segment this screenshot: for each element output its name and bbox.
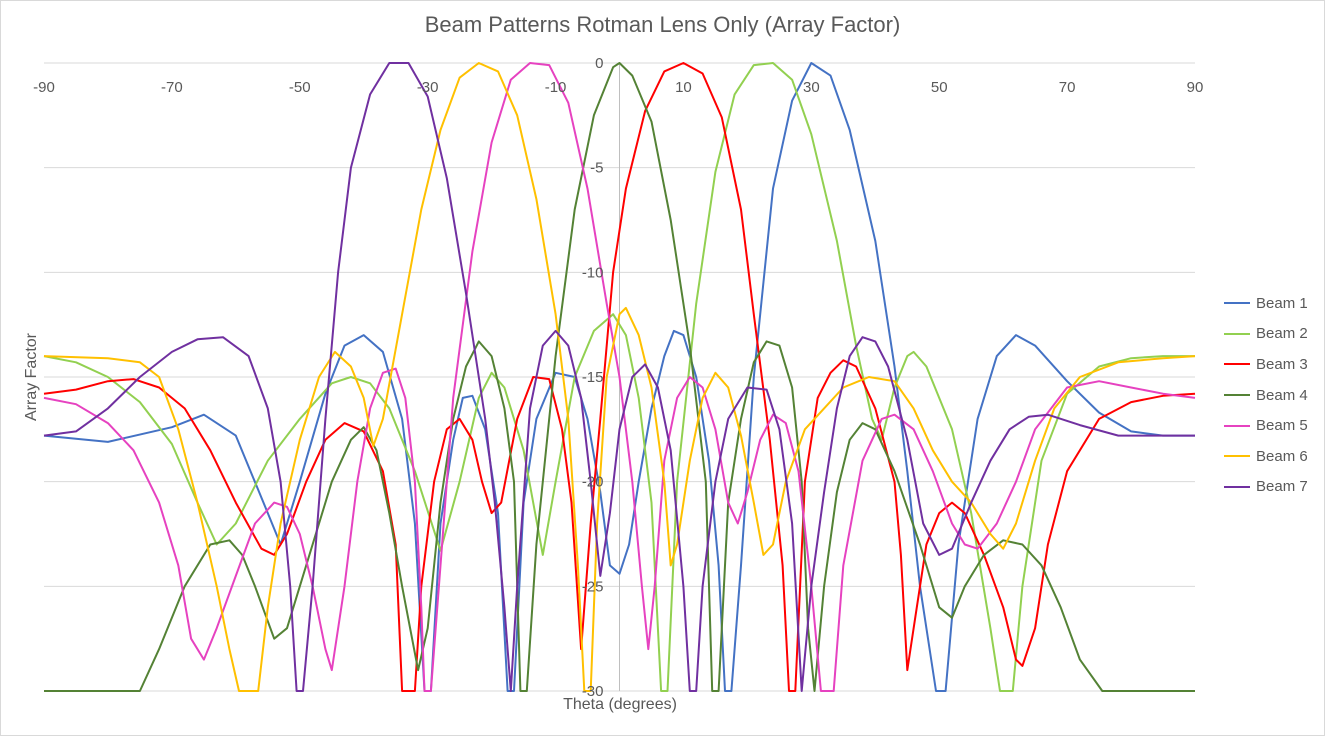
series-line-beam-7	[43, 62, 1195, 692]
x-tick-label: -10	[545, 79, 567, 96]
legend-item-beam-6: Beam 6	[1224, 441, 1308, 472]
legend-label: Beam 3	[1256, 355, 1308, 373]
legend-label: Beam 5	[1256, 417, 1308, 435]
series-line-beam-1	[43, 62, 1195, 692]
x-tick-label: -30	[417, 79, 439, 96]
y-tick-label: -15	[582, 369, 604, 386]
legend-label: Beam 6	[1256, 447, 1308, 465]
y-axis-title: Array Factor	[23, 332, 40, 422]
legend: Beam 1 Beam 2 Beam 3 Beam 4 Beam 5 Beam 6 Beam…	[1224, 288, 1308, 502]
legend-item-beam-3: Beam 3	[1224, 349, 1308, 380]
y-tick-label: -30	[582, 683, 604, 700]
x-tick-label: -70	[161, 79, 183, 96]
y-tick-label: 0	[595, 55, 603, 72]
legend-swatch	[1224, 363, 1250, 366]
legend-item-beam-2: Beam 2	[1224, 319, 1308, 350]
legend-swatch	[1224, 485, 1250, 488]
x-tick-label: 10	[675, 79, 692, 96]
legend-label: Beam 2	[1256, 325, 1308, 343]
y-tick-label: -25	[582, 578, 604, 595]
series-line-beam-5	[43, 62, 1196, 692]
series-line-beam-3	[43, 62, 1196, 692]
x-tick-label: 70	[1059, 79, 1076, 96]
series-line-beam-2	[43, 62, 1195, 692]
legend-item-beam-1: Beam 1	[1224, 288, 1308, 319]
legend-item-beam-7: Beam 7	[1224, 472, 1308, 503]
legend-swatch	[1224, 394, 1250, 397]
legend-swatch	[1224, 424, 1250, 427]
y-tick-label: -10	[582, 264, 604, 281]
x-tick-label: -90	[33, 79, 55, 96]
x-tick-label: 50	[931, 79, 948, 96]
legend-item-beam-4: Beam 4	[1224, 380, 1308, 411]
y-tick-label: -5	[590, 160, 603, 177]
chart-title: Beam Patterns Rotman Lens Only (Array Fa…	[424, 12, 901, 37]
legend-swatch	[1224, 302, 1250, 305]
x-tick-label: -50	[289, 79, 311, 96]
legend-item-beam-5: Beam 5	[1224, 410, 1308, 441]
legend-label: Beam 4	[1256, 386, 1308, 404]
x-tick-label: 90	[1187, 79, 1204, 96]
legend-label: Beam 1	[1256, 294, 1308, 312]
x-tick-label: 30	[803, 79, 820, 96]
y-tick-label: -20	[582, 474, 604, 491]
series-line-beam-4	[44, 62, 1195, 692]
legend-swatch	[1224, 455, 1250, 458]
legend-swatch	[1224, 332, 1250, 335]
x-axis-title: Theta (degrees)	[563, 696, 677, 713]
legend-label: Beam 7	[1256, 478, 1308, 496]
